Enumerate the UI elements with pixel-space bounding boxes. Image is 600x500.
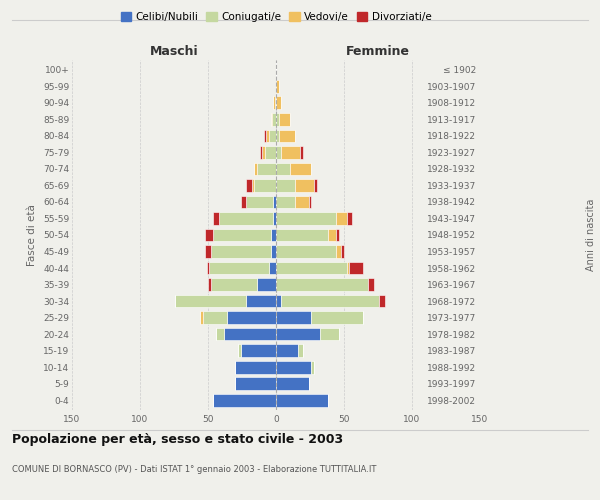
Bar <box>276 196 295 208</box>
Bar <box>276 311 311 324</box>
Bar <box>262 146 265 159</box>
Bar <box>175 294 246 308</box>
Bar <box>200 311 203 324</box>
Bar <box>349 262 363 274</box>
Bar <box>241 344 276 357</box>
Bar <box>276 96 281 110</box>
Bar <box>336 212 347 225</box>
Bar <box>235 377 276 390</box>
Bar <box>206 262 209 274</box>
Bar <box>276 113 279 126</box>
Bar <box>273 212 276 225</box>
Bar <box>281 294 379 308</box>
Bar <box>246 196 273 208</box>
Text: Maschi: Maschi <box>149 46 199 59</box>
Bar <box>216 328 224 340</box>
Bar <box>279 113 290 126</box>
Bar <box>264 130 266 142</box>
Bar <box>219 212 273 225</box>
Bar <box>227 311 276 324</box>
Bar <box>347 212 352 225</box>
Bar <box>269 130 276 142</box>
Bar <box>279 130 295 142</box>
Bar <box>328 228 336 241</box>
Bar <box>276 130 279 142</box>
Bar <box>214 228 271 241</box>
Bar <box>205 228 214 241</box>
Bar <box>311 311 363 324</box>
Bar <box>271 245 276 258</box>
Text: Femmine: Femmine <box>346 46 410 59</box>
Bar <box>246 294 276 308</box>
Bar <box>276 294 281 308</box>
Bar <box>235 360 276 374</box>
Bar <box>276 328 320 340</box>
Bar <box>275 96 276 110</box>
Bar <box>276 212 336 225</box>
Bar <box>238 344 241 357</box>
Bar <box>276 228 328 241</box>
Bar <box>246 179 251 192</box>
Bar <box>276 394 328 406</box>
Bar <box>311 360 314 374</box>
Bar <box>368 278 374 291</box>
Y-axis label: Fasce di età: Fasce di età <box>28 204 37 266</box>
Bar <box>203 311 227 324</box>
Bar <box>273 196 276 208</box>
Bar <box>276 146 281 159</box>
Bar <box>271 113 272 126</box>
Bar <box>379 294 385 308</box>
Bar <box>276 278 368 291</box>
Bar <box>266 130 269 142</box>
Bar <box>298 344 303 357</box>
Bar <box>211 245 271 258</box>
Bar <box>209 262 269 274</box>
Bar <box>271 228 276 241</box>
Bar <box>320 328 338 340</box>
Bar <box>208 278 211 291</box>
Bar <box>254 162 257 175</box>
Bar <box>276 377 308 390</box>
Bar <box>211 278 257 291</box>
Bar <box>214 394 276 406</box>
Bar <box>241 196 246 208</box>
Bar <box>341 245 344 258</box>
Bar <box>308 196 311 208</box>
Bar <box>254 179 276 192</box>
Legend: Celibi/Nubili, Coniugati/e, Vedovi/e, Divorziati/e: Celibi/Nubili, Coniugati/e, Vedovi/e, Di… <box>116 8 436 26</box>
Bar <box>276 360 311 374</box>
Bar <box>251 179 254 192</box>
Bar <box>295 179 314 192</box>
Bar <box>224 328 276 340</box>
Bar <box>276 344 298 357</box>
Bar <box>273 96 275 110</box>
Bar <box>272 113 276 126</box>
Bar <box>276 245 336 258</box>
Bar <box>336 245 341 258</box>
Bar <box>347 262 349 274</box>
Text: Anni di nascita: Anni di nascita <box>586 199 596 271</box>
Bar <box>276 80 279 93</box>
Bar <box>295 196 308 208</box>
Bar <box>269 262 276 274</box>
Bar <box>276 262 347 274</box>
Bar <box>205 245 211 258</box>
Bar <box>281 146 301 159</box>
Bar <box>290 162 311 175</box>
Bar <box>276 179 295 192</box>
Bar <box>265 146 276 159</box>
Bar <box>276 162 290 175</box>
Bar <box>257 162 276 175</box>
Text: Popolazione per età, sesso e stato civile - 2003: Popolazione per età, sesso e stato civil… <box>12 432 343 446</box>
Bar <box>336 228 338 241</box>
Bar <box>301 146 303 159</box>
Bar <box>257 278 276 291</box>
Bar <box>260 146 262 159</box>
Bar <box>214 212 219 225</box>
Text: COMUNE DI BORNASCO (PV) - Dati ISTAT 1° gennaio 2003 - Elaborazione TUTTITALIA.I: COMUNE DI BORNASCO (PV) - Dati ISTAT 1° … <box>12 466 376 474</box>
Bar <box>314 179 317 192</box>
